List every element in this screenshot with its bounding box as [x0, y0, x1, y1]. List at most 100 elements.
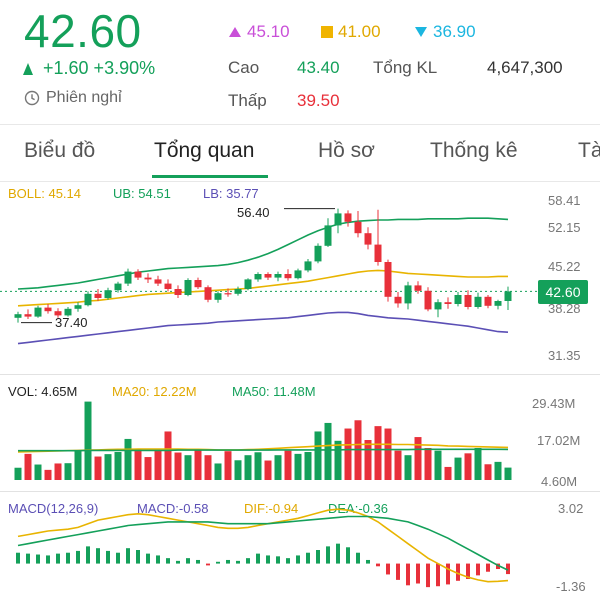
volume-bar — [384, 428, 392, 480]
macd-histogram-bar — [286, 558, 290, 564]
reference-square-icon — [321, 26, 333, 38]
macd-histogram-bar — [346, 547, 350, 564]
volume-bar — [404, 455, 412, 480]
candle-body — [384, 262, 392, 297]
candle-body — [474, 296, 482, 307]
volume-bar — [504, 467, 512, 480]
ma50-legend: MA50: 11.48M — [232, 384, 316, 399]
candle-body — [14, 314, 22, 318]
macd-histogram-bar — [376, 563, 380, 567]
volume-bar — [314, 431, 322, 480]
vol-legend: VOL: 4.65M — [8, 384, 78, 399]
candle-body — [394, 296, 402, 304]
candle-body — [74, 305, 82, 309]
volume-bar — [454, 457, 462, 480]
macd-axis-label: -1.36 — [556, 579, 586, 594]
macd-histogram-bar — [366, 559, 370, 564]
macd-histogram-bar — [166, 558, 170, 564]
lb-legend: LB: 35.77 — [203, 186, 259, 201]
volume-bar — [374, 426, 382, 480]
candle-body — [164, 283, 172, 289]
volume-bar — [444, 466, 452, 480]
price-chart[interactable] — [0, 185, 600, 375]
macd-histogram-bar — [106, 550, 110, 564]
volume-bar — [54, 463, 62, 480]
candle-body — [294, 270, 302, 279]
volume-bar — [254, 452, 262, 480]
candle-body — [424, 290, 432, 310]
tab-more[interactable]: Tà — [578, 139, 600, 162]
candle-body — [264, 274, 272, 278]
candle-body — [464, 295, 472, 307]
volume-bar — [104, 454, 112, 480]
volume-bar — [394, 450, 402, 480]
macd-histogram-bar — [26, 553, 30, 564]
candle-body — [354, 221, 362, 234]
volume-bar — [184, 455, 192, 480]
volume-bar — [424, 448, 432, 480]
macd-histogram-bar — [436, 563, 440, 587]
max-price-annotation: 56.40 — [237, 205, 270, 220]
macd-histogram-bar — [216, 561, 220, 564]
macd-histogram-bar — [36, 554, 40, 564]
volume-bar — [44, 469, 52, 480]
volume-bar — [14, 467, 22, 480]
low-label: Thấp — [228, 91, 267, 110]
ceiling-value: 45.10 — [247, 22, 290, 41]
tab-profile[interactable]: Hồ sơ — [318, 139, 375, 162]
candle-body — [144, 277, 152, 280]
volume-bar — [164, 431, 172, 480]
macd-histogram-bar — [66, 552, 70, 564]
volume-chart[interactable] — [0, 376, 600, 488]
total-volume-value: 4,647,300 — [487, 58, 563, 77]
macd-histogram-bar — [256, 553, 260, 564]
candle-body — [214, 293, 222, 300]
volume-bar — [114, 452, 122, 480]
volume-bar — [194, 449, 202, 480]
price-axis-label: 58.41 — [548, 193, 581, 208]
tab-chart[interactable]: Biểu đồ — [24, 139, 96, 162]
dea-legend: DEA:-0.36 — [328, 501, 388, 516]
macd-histogram-bar — [46, 555, 50, 564]
volume-bar — [224, 451, 232, 480]
ub-legend: UB: 54.51 — [113, 186, 171, 201]
candle-body — [54, 311, 62, 316]
candle-body — [234, 289, 242, 294]
tab-overview[interactable]: Tổng quan — [154, 139, 255, 162]
candle-body — [174, 289, 182, 295]
macd-histogram-bar — [226, 559, 230, 564]
candle-body — [284, 274, 292, 279]
macd-histogram-bar — [336, 543, 340, 564]
macd-histogram-bar — [456, 563, 460, 581]
macd-histogram-bar — [446, 563, 450, 585]
volume-bar — [84, 401, 92, 480]
boll-upper-line — [17, 217, 509, 290]
macd-histogram-bar — [146, 553, 150, 564]
macd-histogram-bar — [416, 563, 420, 584]
volume-bar — [434, 450, 442, 480]
macd-histogram-bar — [506, 563, 510, 575]
macd-histogram-bar — [316, 550, 320, 564]
macd-histogram-bar — [426, 563, 430, 588]
min-price-annotation: 37.40 — [55, 315, 88, 330]
volume-bar — [324, 422, 332, 480]
high-value: 43.40 — [297, 58, 340, 77]
volume-bar — [214, 463, 222, 480]
macd-histogram-bar — [76, 550, 80, 564]
volume-bar — [64, 463, 72, 480]
candle-body — [254, 274, 262, 280]
volume-bar — [264, 460, 272, 480]
candle-body — [24, 314, 32, 317]
macd-chart[interactable] — [0, 494, 600, 600]
macd-histogram-bar — [466, 563, 470, 579]
macd-histogram-bar — [296, 555, 300, 564]
macd-histogram-bar — [396, 563, 400, 580]
candle-body — [494, 301, 502, 306]
volume-bar — [124, 438, 132, 480]
macd-histogram-bar — [486, 563, 490, 572]
tab-statistics[interactable]: Thống kê — [430, 139, 518, 162]
reference-value: 41.00 — [338, 22, 381, 41]
macd-histogram-bar — [386, 563, 390, 575]
candle-body — [114, 283, 122, 291]
volume-bar — [74, 450, 82, 480]
